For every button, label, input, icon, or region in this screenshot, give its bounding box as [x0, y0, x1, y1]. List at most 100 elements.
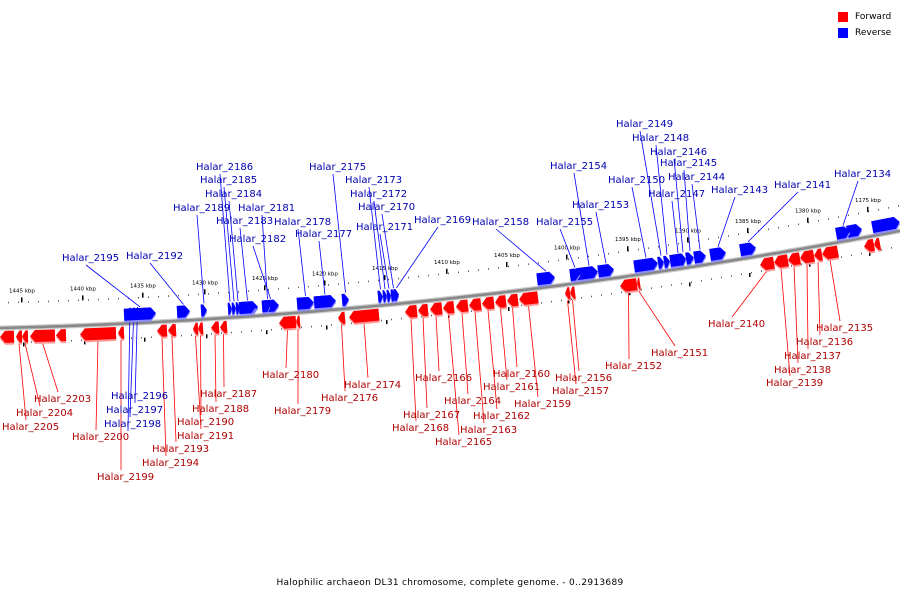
ruler-tick — [687, 237, 689, 243]
gene-feature — [198, 322, 204, 337]
ruler-dot — [391, 318, 392, 321]
gene-body — [482, 296, 495, 310]
gene-body — [176, 305, 190, 318]
ruler-dot — [898, 205, 899, 207]
ruler-dot — [221, 332, 222, 334]
gene-feature — [519, 291, 539, 307]
ruler-dot — [478, 269, 479, 271]
leader-line — [129, 307, 135, 418]
leader-line — [842, 180, 859, 226]
reverse-swatch — [838, 28, 848, 38]
gene-body — [235, 302, 240, 315]
ruler-dot — [271, 329, 272, 331]
gene-label: Halar_2167 — [403, 410, 460, 421]
ruler-tick-label: 1385 kbp — [735, 219, 761, 225]
ruler-dot — [658, 245, 659, 248]
gene-feature — [168, 323, 177, 339]
gene-label: Halar_2137 — [784, 351, 841, 362]
gene-body — [519, 291, 539, 305]
ruler-dot — [861, 252, 862, 255]
ruler-dot — [678, 242, 679, 245]
leader-line — [297, 228, 306, 297]
ruler-tick — [84, 340, 86, 345]
leader-line — [461, 313, 469, 395]
gene-body — [418, 303, 429, 317]
gene-feature — [597, 263, 615, 280]
leader-line — [829, 259, 841, 322]
leader-line — [655, 144, 668, 255]
leader-line — [18, 343, 27, 421]
gene-body — [495, 295, 507, 308]
leader-line — [448, 314, 460, 436]
ruler-tick — [324, 280, 326, 286]
ruler-tick-label: 1380 kbp — [795, 209, 821, 215]
ruler-dot — [548, 260, 549, 263]
ruler-dot — [31, 341, 32, 343]
ruler-dot — [818, 220, 819, 222]
gene-label: Halar_2163 — [460, 425, 517, 436]
gene-label: Halar_2177 — [295, 229, 352, 240]
leader-line — [572, 299, 580, 372]
ruler-dot — [381, 319, 382, 322]
ruler-tick-label: 1420 kbp — [312, 272, 338, 278]
ruler-dot — [328, 284, 329, 286]
ruler-dot — [751, 271, 752, 274]
gene-feature — [176, 305, 191, 320]
gene-label: Halar_2139 — [766, 378, 823, 389]
gene-feature — [814, 248, 824, 263]
gene-feature — [279, 315, 297, 331]
ruler-tick — [384, 275, 386, 281]
leader-line — [24, 343, 41, 407]
ruler-tick — [867, 206, 869, 212]
gene-body — [536, 271, 555, 286]
gene-body — [22, 330, 29, 343]
gene-leader-lines — [18, 130, 859, 470]
legend-forward: Forward — [838, 9, 898, 25]
ruler-dot — [788, 225, 789, 227]
gene-feature — [693, 250, 707, 266]
ruler-tick — [266, 330, 268, 335]
gene-label: Halar_2146 — [650, 147, 707, 158]
ruler-dot — [471, 310, 472, 312]
ruler-dot — [58, 300, 59, 302]
gene-label: Halar_2144 — [668, 172, 725, 183]
leader-line — [474, 311, 485, 424]
gene-label: Halar_2158 — [472, 217, 529, 228]
ruler-tick — [326, 325, 328, 330]
ruler-dot — [231, 331, 232, 334]
ruler-tick — [568, 299, 570, 304]
legend-reverse-label: Reverse — [855, 28, 892, 38]
gene-body — [264, 300, 270, 313]
gene-feature — [565, 287, 572, 302]
ruler-dot — [251, 330, 252, 332]
leader-line — [717, 196, 736, 247]
gene-body — [341, 293, 349, 306]
gene-body — [382, 290, 387, 303]
ruler-dot — [618, 251, 619, 254]
gene-body — [507, 293, 519, 307]
leader-line — [410, 318, 417, 422]
gene-label: Halar_2173 — [345, 175, 402, 186]
leader-line — [127, 307, 131, 432]
ruler-dot — [228, 291, 229, 294]
leader-line — [261, 214, 268, 300]
leader-line — [396, 226, 439, 289]
gene-label: Halar_2190 — [177, 417, 234, 428]
gene-feature — [220, 320, 228, 336]
gene-label: Halar_2194 — [142, 458, 199, 469]
gene-label: Halar_2182 — [229, 234, 286, 245]
gene-label: Halar_2153 — [572, 200, 629, 211]
gene-label: Halar_2165 — [435, 437, 492, 448]
ruler-dot — [151, 336, 152, 338]
gene-feature — [760, 256, 776, 273]
leader-line — [363, 322, 369, 379]
gene-body — [846, 224, 862, 238]
leader-line — [500, 308, 508, 381]
gene-label: Halar_2204 — [16, 408, 73, 419]
gene-body — [693, 250, 706, 264]
ruler-dot — [358, 281, 359, 284]
gene-feature — [469, 298, 482, 313]
gene-feature — [338, 311, 346, 326]
gene-feature — [846, 224, 863, 240]
ruler-dot — [181, 334, 182, 337]
